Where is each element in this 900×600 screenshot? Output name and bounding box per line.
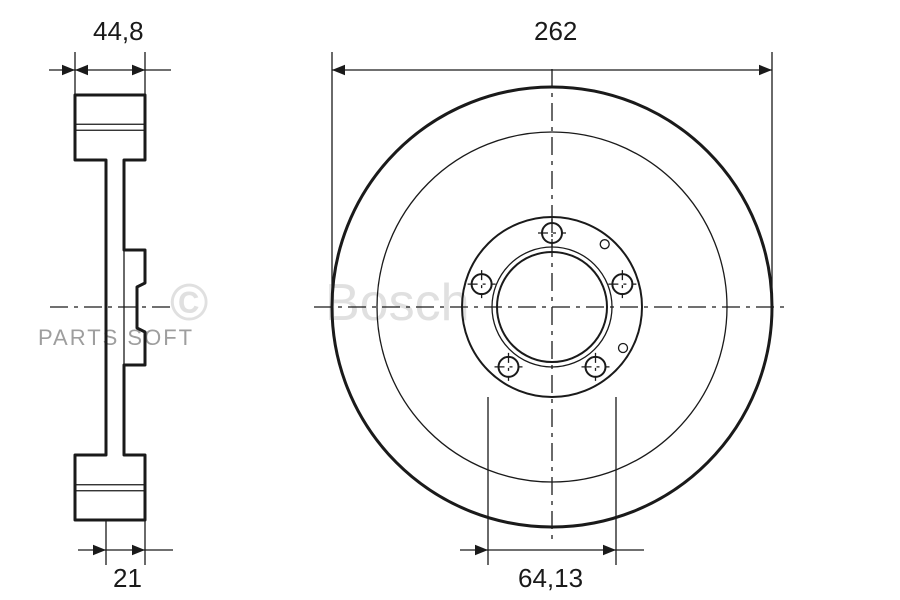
watermark-copyright: © bbox=[170, 274, 208, 332]
svg-text:44,8: 44,8 bbox=[93, 16, 144, 46]
disc-profile-side-view bbox=[50, 95, 170, 520]
svg-text:64,13: 64,13 bbox=[518, 563, 583, 593]
watermark-bosch: Bosch bbox=[325, 274, 470, 332]
svg-text:262: 262 bbox=[534, 16, 577, 46]
watermark-parts-soft: PARTS SOFT bbox=[38, 325, 194, 350]
svg-text:21: 21 bbox=[113, 563, 142, 593]
technical-drawing: © Bosch PARTS SOFT 44,8 21 262 64,13 bbox=[0, 0, 900, 600]
disc-front-view bbox=[314, 69, 790, 545]
